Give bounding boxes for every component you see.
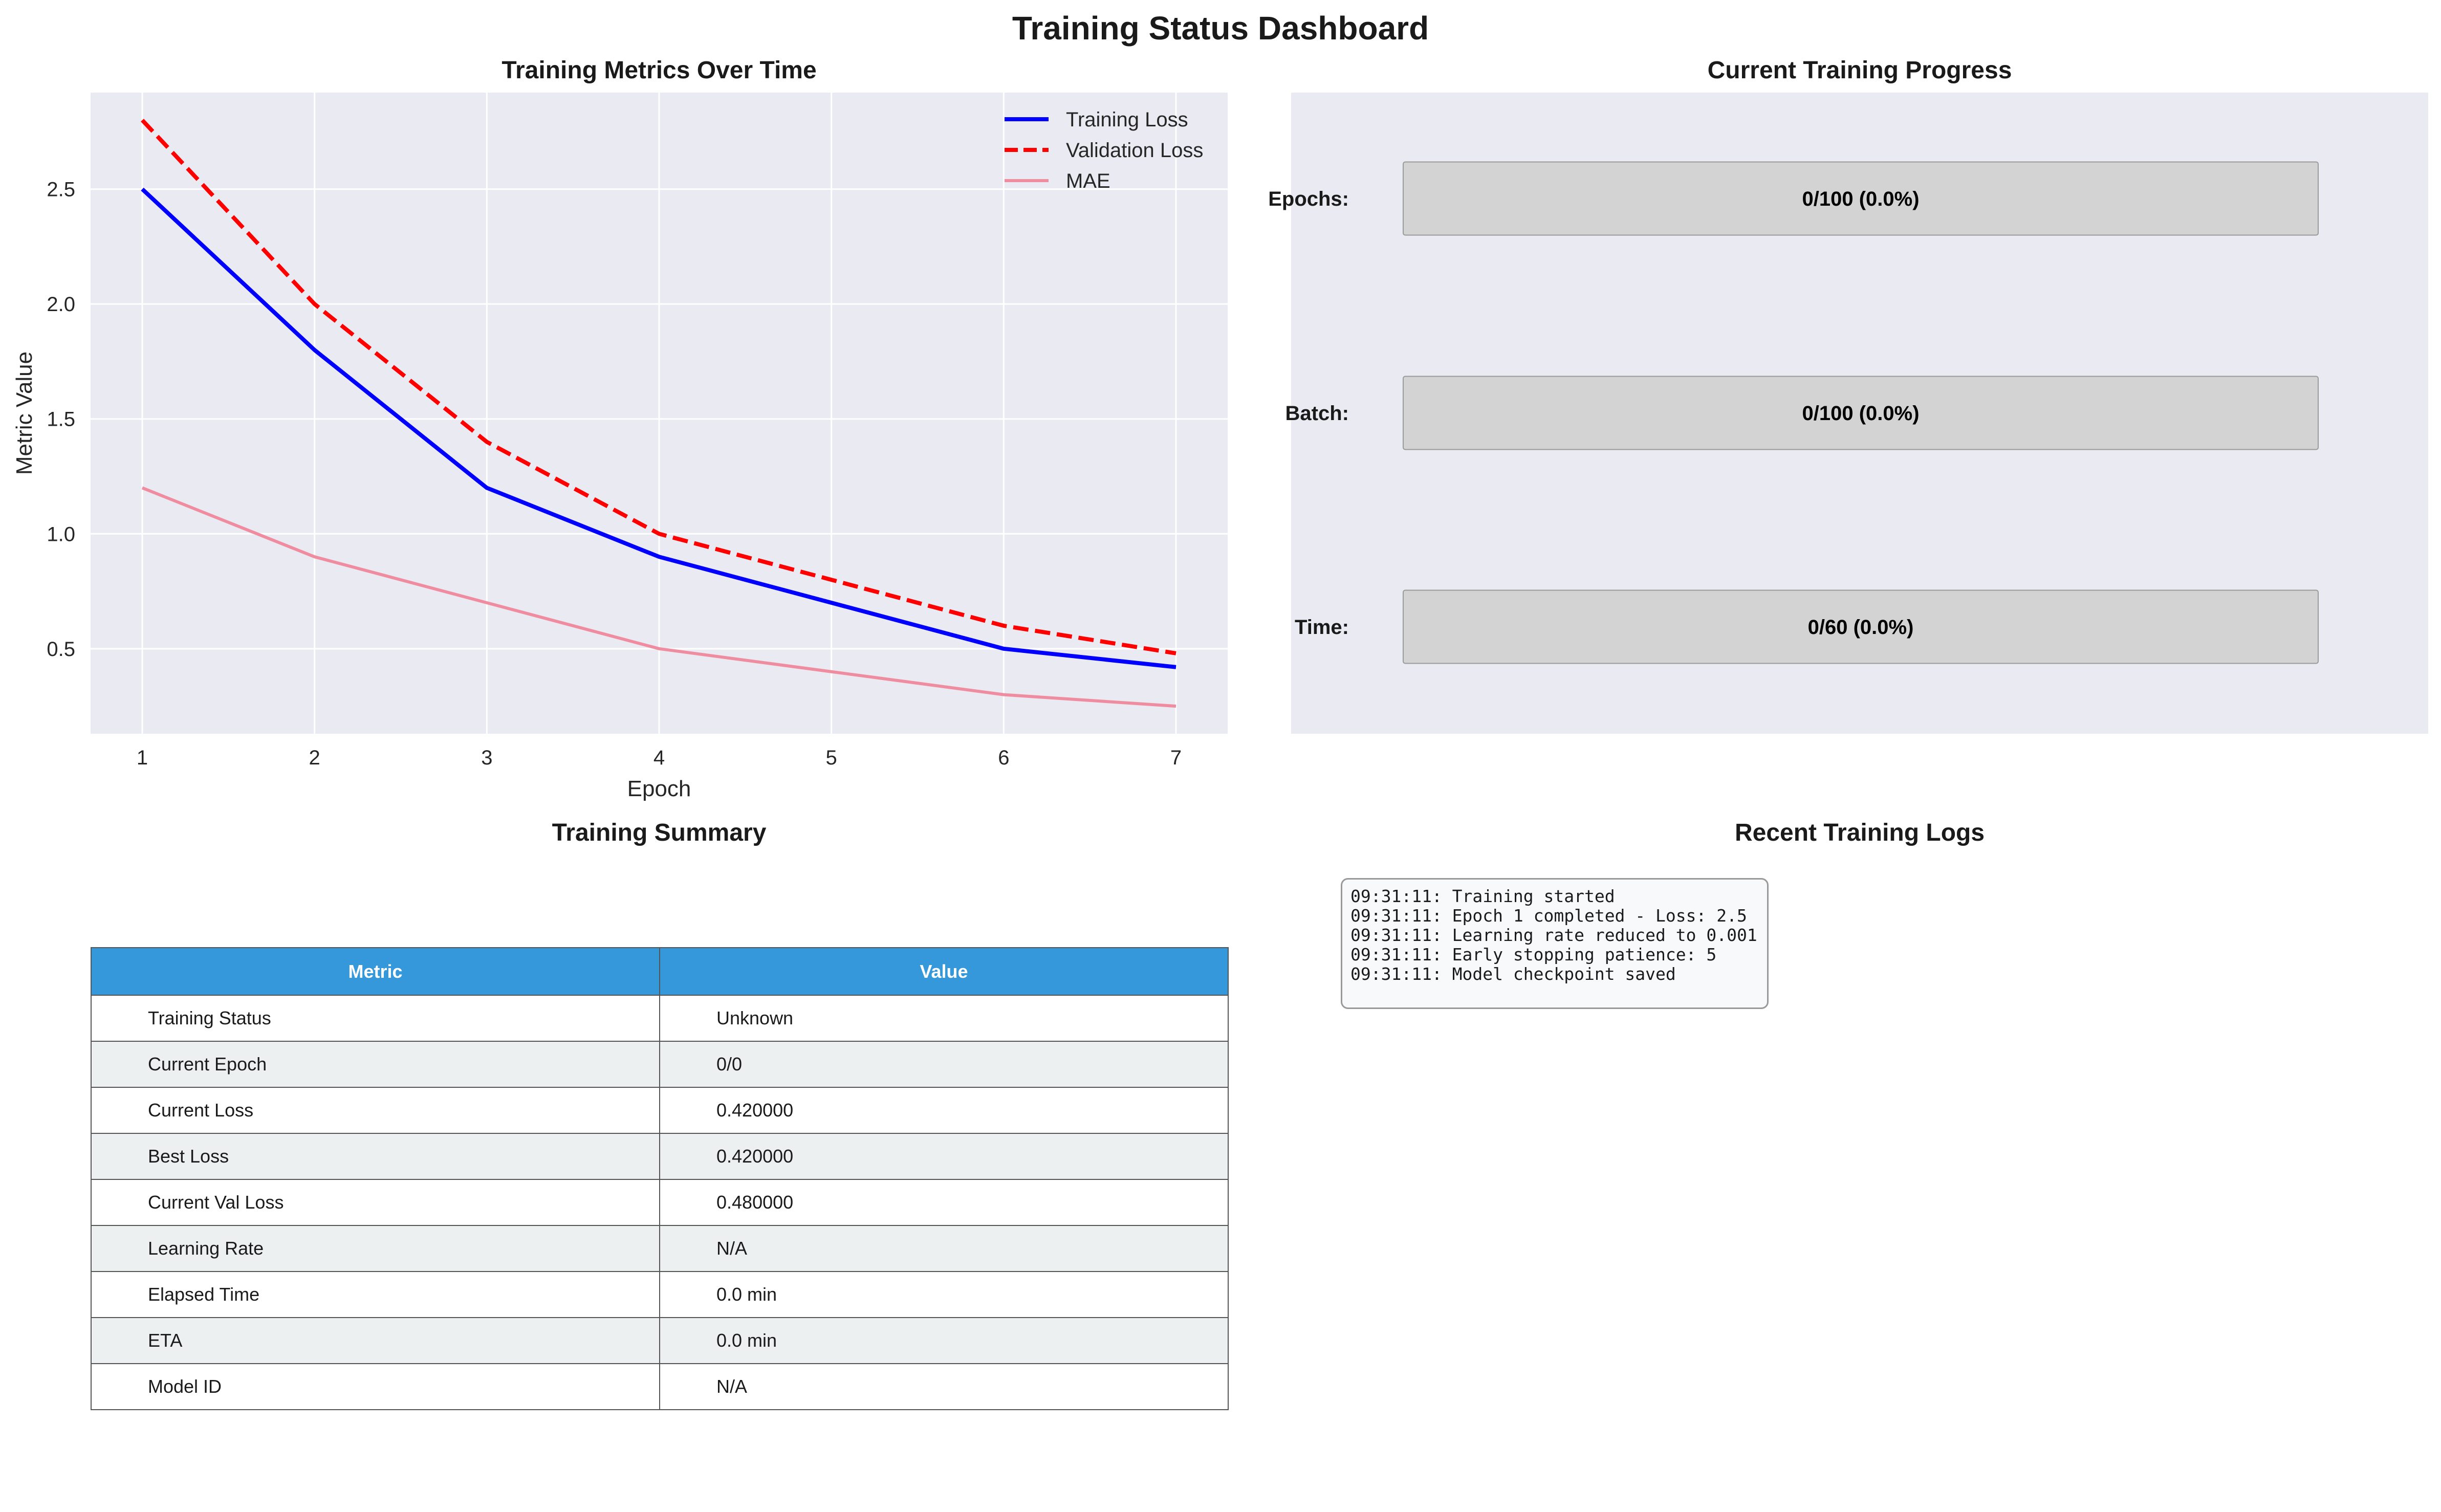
y-tick-label: 2.5 [47,179,75,201]
summary-value-cell: 0.420000 [659,1087,1229,1134]
summary-metric-cell: Training Status [91,995,660,1042]
summary-table: Metric Value Training Status Unknown Cur… [91,947,1229,1410]
series-line-mae [141,486,1176,708]
progress-value-text: 0/100 (0.0%) [1802,402,1919,425]
table-row: ETA 0.0 min [91,1317,1229,1364]
summary-value-cell: 0.0 min [659,1317,1229,1364]
summary-value-cell: 0.480000 [659,1179,1229,1226]
y-tick-label: 2.0 [47,293,75,316]
y-tick-label: 0.5 [47,638,75,661]
y-tick-label: 1.5 [47,408,75,431]
x-tick-label: 5 [826,747,837,769]
x-tick-label: 6 [998,747,1009,769]
log-line: 09:31:11: Model checkpoint saved [1350,964,1676,984]
summary-metric-cell: Model ID [91,1363,660,1410]
metrics-panel-title: Training Metrics Over Time [502,57,817,84]
x-tick-label: 7 [1170,747,1182,769]
series-line-training-loss [141,187,1176,669]
summary-value-cell: 0/0 [659,1041,1229,1088]
progress-label: Batch: [1285,402,1349,425]
legend-entry: Validation Loss [1066,139,1203,162]
summary-metric-cell: ETA [91,1317,660,1364]
training-log-box: 09:31:11: Training started 09:31:11: Epoc… [1341,878,1769,1009]
y-tick-label: 1.0 [47,523,75,545]
summary-metric-cell: Best Loss [91,1133,660,1180]
summary-header-metric: Metric [91,947,660,996]
progress-label: Time: [1295,616,1349,639]
table-row: Learning Rate N/A [91,1225,1229,1272]
summary-metric-cell: Current Val Loss [91,1179,660,1226]
progress-value-text: 0/100 (0.0%) [1802,188,1919,210]
log-line: 09:31:11: Training started [1350,886,1615,906]
summary-value-cell: N/A [659,1225,1229,1272]
progress-track [1403,161,2319,236]
legend-entry: MAE [1066,170,1110,192]
progress-bars: Epochs: 0/100 (0.0%) Batch: 0/100 (0.0%) Tim… [1268,161,2319,664]
legend-entry: Training Loss [1066,108,1188,131]
progress-panel-title: Current Training Progress [1707,57,2012,84]
x-axis-label: Epoch [627,776,691,801]
summary-metric-cell: Current Epoch [91,1041,660,1088]
dashboard-title: Training Status Dashboard [1012,10,1429,47]
training-metrics-chart: 1 2 3 4 5 6 7 0.5 1.0 1.5 2.0 2.5 Epoch Metric Value T… [12,93,1228,801]
x-tick-label: 2 [309,747,320,769]
summary-value-cell: Unknown [659,995,1229,1042]
summary-metric-cell: Learning Rate [91,1225,660,1272]
table-row: Current Val Loss 0.480000 [91,1179,1229,1226]
summary-panel-title: Training Summary [552,819,767,846]
y-axis-label: Metric Value [12,352,37,475]
progress-label: Epochs: [1268,188,1349,210]
series-line-validation-loss [141,119,1176,655]
table-row: Best Loss 0.420000 [91,1133,1229,1180]
progress-track [1403,376,2319,450]
summary-header-row: Metric Value [91,947,1229,996]
table-row: Elapsed Time 0.0 min [91,1271,1229,1318]
table-row: Training Status Unknown [91,995,1229,1042]
log-line: 09:31:11: Early stopping patience: 5 [1350,945,1717,965]
summary-metric-cell: Current Loss [91,1087,660,1134]
x-tick-label: 1 [137,747,148,769]
summary-value-cell: 0.420000 [659,1133,1229,1180]
x-tick-label: 3 [481,747,492,769]
log-line: 09:31:11: Learning rate reduced to 0.001 [1350,925,1757,945]
summary-header-value: Value [659,947,1229,996]
table-row: Current Epoch 0/0 [91,1041,1229,1088]
progress-track [1403,589,2319,664]
log-line: 09:31:11: Epoch 1 completed - Loss: 2.5 [1350,906,1747,926]
summary-value-cell: 0.0 min [659,1271,1229,1318]
logs-panel-title: Recent Training Logs [1734,819,1985,846]
table-row: Model ID N/A [91,1363,1229,1410]
summary-value-cell: N/A [659,1363,1229,1410]
table-row: Current Loss 0.420000 [91,1087,1229,1134]
progress-value-text: 0/60 (0.0%) [1808,616,1914,639]
summary-metric-cell: Elapsed Time [91,1271,660,1318]
x-tick-label: 4 [653,747,665,769]
